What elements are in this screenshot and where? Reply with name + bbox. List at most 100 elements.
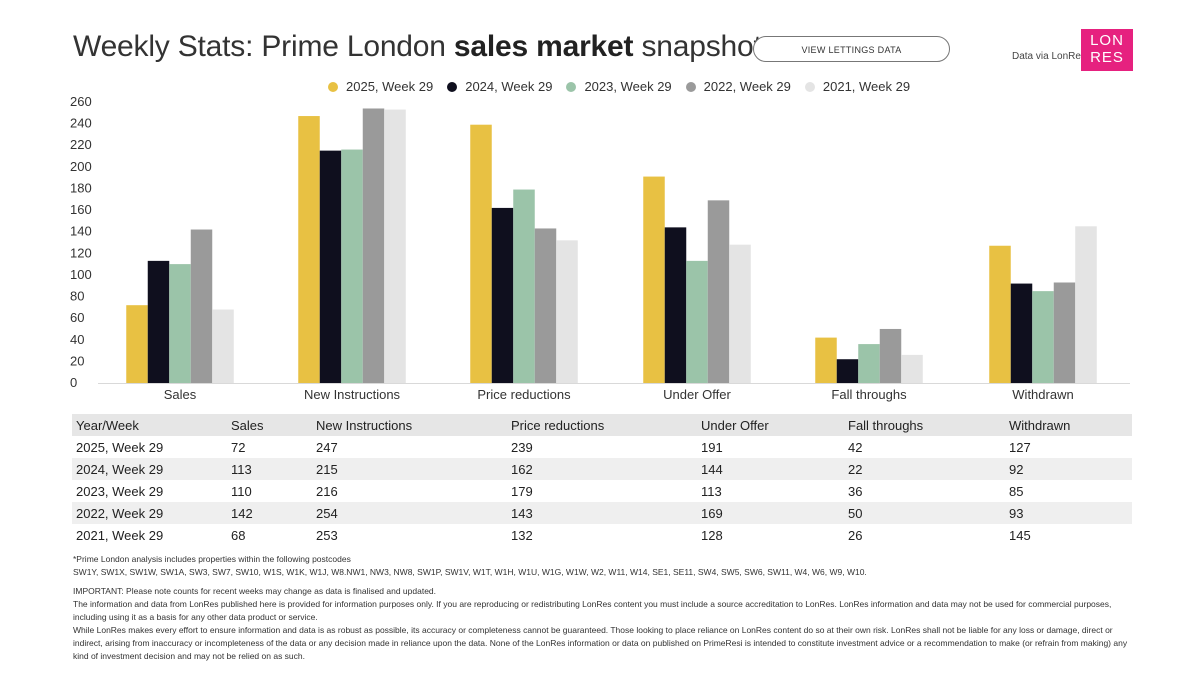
table-cell: 216: [316, 483, 338, 499]
bar: [491, 207, 514, 383]
legend-item: 2024, Week 29: [447, 79, 552, 94]
bar: [513, 189, 535, 383]
legend-dot-icon: [328, 81, 338, 92]
table-row: 2022, Week 29 142 254 143 169 50 93: [72, 502, 1132, 524]
table-cell: 179: [511, 483, 533, 499]
info-note: The information and data from LonRes pub…: [73, 599, 1112, 622]
legend-label: 2025, Week 29: [346, 79, 434, 94]
table-cell: 72: [231, 439, 246, 455]
y-tick-label: 220: [70, 137, 92, 152]
table-row: 2021, Week 29 68 253 132 128 26 145: [72, 524, 1132, 546]
y-tick-label: 60: [70, 310, 84, 325]
table-header: Under Offer: [697, 414, 844, 436]
table-cell: 26: [848, 527, 863, 543]
lonres-logo[interactable]: LON RES: [1081, 29, 1133, 71]
bar: [686, 260, 708, 383]
table-row: 2024, Week 29 113 215 162 144 22 92: [72, 458, 1132, 480]
table-header: Withdrawn: [1005, 414, 1132, 436]
table-cell: 22: [844, 458, 1005, 480]
x-tick-label: New Instructions: [304, 387, 401, 402]
table-cell: 254: [312, 502, 507, 524]
bar: [534, 228, 557, 383]
view-lettings-data-button[interactable]: VIEW LETTINGS DATA: [753, 36, 950, 62]
bar: [729, 244, 751, 383]
table-cell: 143: [507, 502, 697, 524]
y-tick-label: 200: [70, 159, 92, 174]
table-cell: 2022, Week 29: [72, 502, 227, 524]
bar: [556, 240, 578, 383]
legend-item: 2022, Week 29: [685, 79, 791, 94]
legend-dot-icon: [804, 81, 815, 92]
table-cell: 42: [848, 439, 863, 455]
x-tick-label: Under Offer: [663, 387, 731, 402]
bar: [643, 176, 665, 383]
legend-item: 2023, Week 29: [566, 79, 672, 94]
table-cell: 92: [1005, 458, 1132, 480]
x-tick-label: Sales: [164, 387, 197, 402]
bar: [212, 309, 234, 383]
table-cell: 162: [507, 458, 697, 480]
legend-label: 2021, Week 29: [822, 79, 911, 94]
y-tick-label: 140: [70, 224, 92, 239]
table-cell: 169: [697, 502, 844, 524]
legend-label: 2023, Week 29: [584, 79, 672, 94]
table-cell: 253: [316, 527, 338, 543]
table-cell: 113: [701, 483, 722, 499]
table-cell: 191: [701, 439, 723, 455]
bar: [707, 200, 730, 383]
bar: [664, 227, 687, 383]
table-cell: 215: [312, 458, 507, 480]
bar: [858, 344, 880, 383]
bar: [1053, 282, 1076, 383]
table-row: 2023, Week 29 110 216 179 113 36 85: [72, 480, 1132, 502]
y-tick-label: 0: [70, 375, 77, 390]
logo-line-1: LON: [1090, 32, 1124, 49]
postcode-intro: *Prime London analysis includes properti…: [73, 554, 351, 564]
table-cell: 144: [697, 458, 844, 480]
postcode-list: SW1Y, SW1X, SW1W, SW1A, SW3, SW7, SW10, …: [73, 567, 867, 577]
table-cell: 132: [511, 527, 533, 543]
table-header: Price reductions: [507, 414, 697, 436]
chart-legend: 2025, Week 29 2024, Week 29 2023, Week 2…: [328, 79, 910, 94]
x-tick-label: Fall throughs: [831, 387, 907, 402]
bar: [989, 245, 1011, 383]
bar-chart: 0 20 40 60 80 100 120 140 160 180 200 220 240 260 Sale…: [70, 94, 1130, 402]
table-cell: 50: [844, 502, 1005, 524]
bar: [879, 328, 902, 383]
legend-label: 2022, Week 29: [703, 79, 791, 94]
y-tick-label: 80: [70, 289, 84, 304]
table-row: 2025, Week 29 72 247 239 191 42 127: [72, 436, 1132, 458]
table-cell: 127: [1009, 439, 1031, 455]
bar: [298, 116, 320, 384]
bar: [1032, 291, 1054, 383]
table-cell: 36: [848, 483, 863, 499]
bar: [901, 354, 923, 383]
table-cell: 128: [701, 527, 723, 543]
y-tick-label: 40: [70, 332, 84, 347]
legend-label: 2024, Week 29: [465, 79, 553, 94]
table-header: Fall throughs: [844, 414, 1005, 436]
table-cell: 239: [511, 439, 533, 455]
important-note: IMPORTANT: Please note counts for recent…: [73, 586, 437, 596]
table-cell: 247: [316, 439, 338, 455]
bar: [126, 305, 148, 383]
disclaimer-note: While LonRes makes every effort to ensur…: [73, 625, 1128, 661]
bar: [362, 108, 385, 383]
y-tick-label: 160: [70, 202, 92, 217]
table-header-row: Year/Week Sales New Instructions Price r…: [72, 414, 1132, 436]
table-cell: 2024, Week 29: [72, 458, 227, 480]
page-title: Weekly Stats: Prime London sales market …: [73, 30, 762, 64]
y-tick-label: 180: [70, 180, 92, 195]
title-prefix: Weekly Stats: Prime London: [73, 30, 454, 63]
legend-dot-icon: [447, 81, 458, 92]
bar: [384, 109, 406, 384]
table-cell: 2021, Week 29: [76, 527, 164, 543]
bar: [169, 264, 191, 383]
table-header: Sales: [227, 414, 312, 436]
bar: [147, 260, 170, 383]
y-tick-label: 240: [70, 116, 92, 131]
legend-dot-icon: [685, 81, 696, 92]
x-tick-label: Withdrawn: [1012, 387, 1073, 402]
table-cell: 68: [231, 527, 246, 543]
table-cell: 113: [227, 458, 312, 480]
